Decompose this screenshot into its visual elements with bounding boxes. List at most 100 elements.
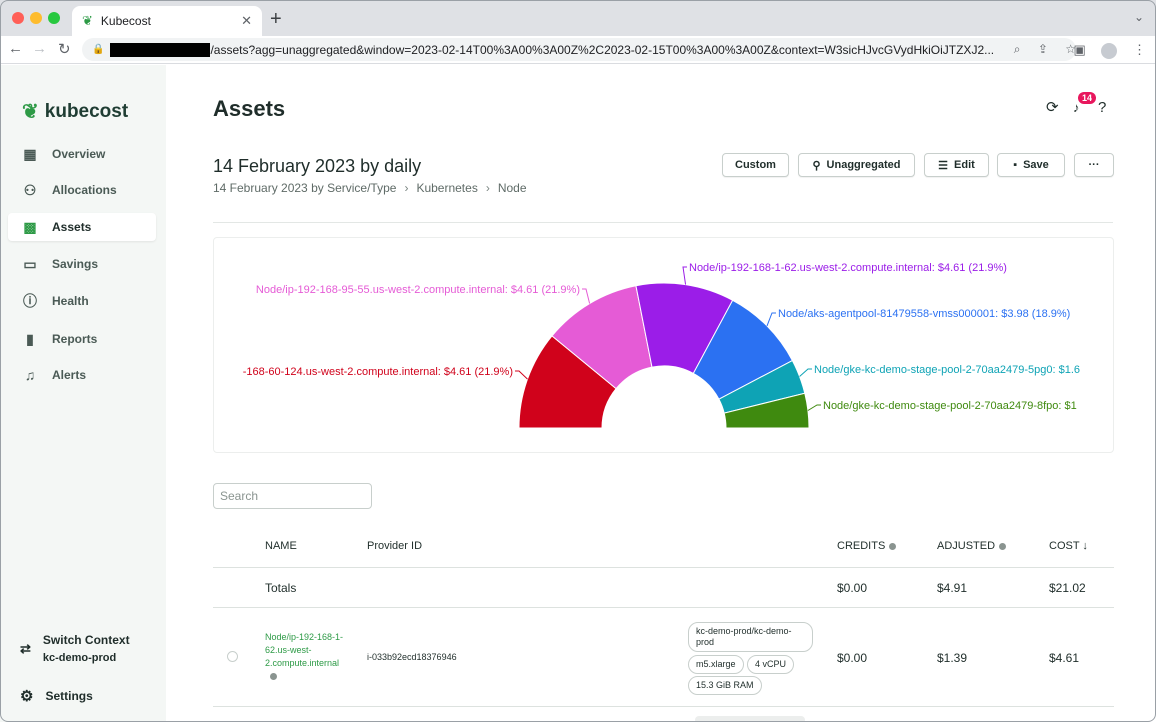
assets-chart-card: -168-60-124.us-west-2.compute.internal: …	[213, 237, 1114, 453]
floppy-disk-icon: ▪	[1013, 159, 1018, 171]
node-name-link[interactable]: Node/ip-192-168-1-62.us-west-2.compute.i…	[265, 632, 344, 668]
kebab-menu-icon[interactable]: ⋮	[1133, 42, 1146, 57]
column-header-cost[interactable]: COST ↓	[1049, 540, 1088, 552]
grid-icon: ▦	[23, 145, 37, 162]
breadcrumb-separator-icon: ›	[404, 181, 409, 195]
sidebar-item-label: Alerts	[52, 368, 87, 382]
bar-chart-icon: ▮	[26, 330, 34, 347]
sidepanel-icon[interactable]: ▣	[1073, 42, 1086, 57]
slice-label: Node/ip-192-168-1-62.us-west-2.compute.i…	[689, 262, 1007, 274]
close-tab-icon[interactable]: ✕	[241, 13, 252, 28]
breadcrumb-item[interactable]: Node	[497, 181, 527, 195]
browser-tab[interactable]: ❦ Kubecost ✕	[72, 6, 262, 36]
kubecost-logo[interactable]: ❦ kubecost	[22, 99, 128, 124]
sidebar-item-overview[interactable]: ▦ Overview	[8, 140, 156, 168]
donut-slice[interactable]	[723, 392, 810, 429]
header-actions: ⟳ ♪ 14 ?	[1046, 92, 1116, 118]
slice-label: Node/gke-kc-demo-stage-pool-2-70aa2479-8…	[823, 400, 1077, 412]
totals-credits: $0.00	[837, 581, 868, 595]
assets-icon: ▩	[23, 218, 37, 235]
column-header-credits[interactable]: CREDITS	[837, 540, 897, 552]
label-chip: 15.3 GiB RAM	[688, 676, 762, 695]
edit-button[interactable]: ☰ Edit	[924, 153, 989, 177]
logo-text: kubecost	[44, 100, 129, 122]
slice-leader-line	[515, 370, 528, 380]
adjusted-header-label: ADJUSTED	[937, 540, 996, 552]
page-title: Assets	[213, 96, 286, 121]
half-donut-chart: -168-60-124.us-west-2.compute.internal: …	[243, 262, 1080, 429]
help-icon[interactable]: ?	[1098, 99, 1107, 116]
edit-label: Edit	[954, 159, 975, 171]
sidebar-item-assets[interactable]: ▩ Assets	[8, 213, 156, 241]
label-chip: m5.xlarge	[688, 655, 744, 674]
forward-icon[interactable]: →	[32, 40, 47, 57]
settings-label: Settings	[45, 689, 93, 703]
slice-label: Node/aks-agentpool-81479558-vmss000001: …	[778, 308, 1070, 320]
next-row-chip	[695, 716, 805, 722]
aggregate-label: Unaggregated	[826, 159, 901, 171]
switch-context-button[interactable]: ⇄ Switch Context kc-demo-prod	[20, 633, 130, 664]
row-divider	[213, 706, 1114, 707]
sidebar-item-label: Savings	[52, 257, 99, 271]
sidebar-item-savings[interactable]: ▭ Savings	[8, 250, 156, 278]
totals-divider	[213, 607, 1114, 608]
sliders-icon: ☰	[938, 159, 949, 172]
column-header-name[interactable]: NAME	[265, 540, 297, 552]
sidebar-item-health[interactable]: ⓘ Health	[8, 287, 156, 315]
row-cost: $4.61	[1049, 651, 1080, 665]
tab-search-chevron-icon[interactable]: ⌄	[1133, 10, 1144, 24]
gear-icon: ⚙	[20, 688, 34, 705]
back-icon[interactable]: ←	[8, 40, 23, 57]
search-input[interactable]	[213, 483, 372, 509]
swap-arrows-icon: ⇄	[20, 641, 31, 656]
label-chip: 4 vCPU	[747, 655, 795, 674]
info-icon[interactable]	[889, 542, 897, 550]
info-icon[interactable]	[999, 542, 1007, 550]
new-tab-icon[interactable]: +	[270, 8, 282, 30]
sidebar-item-allocations[interactable]: ⚇ Allocations	[8, 176, 156, 204]
url-text: /assets?agg=unaggregated&window=2023-02-…	[210, 42, 995, 57]
alert-circle-icon: ⓘ	[23, 293, 37, 309]
breadcrumb-item[interactable]: Kubernetes	[416, 181, 478, 195]
custom-button[interactable]: Custom	[722, 153, 789, 177]
column-header-provider-id[interactable]: Provider ID	[367, 540, 423, 552]
zoom-window-button[interactable]	[48, 12, 60, 24]
row-expand-toggle[interactable]	[227, 651, 238, 662]
slice-label: -168-60-124.us-west-2.compute.internal: …	[243, 366, 513, 378]
slice-leader-line	[807, 404, 821, 411]
profile-avatar[interactable]	[1101, 42, 1118, 59]
notifications-bell-icon[interactable]: ♪	[1073, 100, 1080, 115]
share-icon[interactable]: ⇪	[1037, 42, 1048, 56]
bell-icon: ♫	[24, 367, 36, 383]
sidebar-item-label: Health	[52, 294, 89, 308]
breadcrumb-separator-icon: ›	[485, 181, 490, 195]
refresh-icon[interactable]: ⟳	[1046, 99, 1059, 116]
report-title: 14 February 2023 by daily	[213, 156, 422, 176]
column-header-adjusted[interactable]: ADJUSTED	[937, 540, 1007, 552]
totals-cost: $21.02	[1049, 581, 1086, 595]
sidebar-item-alerts[interactable]: ♫ Alerts	[8, 361, 156, 389]
kubecost-favicon-icon: ❦	[82, 13, 93, 28]
bookmark-star-icon[interactable]: ☆	[1065, 42, 1076, 56]
wallet-icon: ▭	[23, 255, 37, 272]
minimize-window-button[interactable]	[30, 12, 42, 24]
sidebar-item-label: Reports	[52, 332, 98, 346]
totals-label: Totals	[265, 581, 297, 595]
slice-label: Node/gke-kc-demo-stage-pool-2-70aa2479-5…	[814, 364, 1080, 376]
breadcrumb-item[interactable]: 14 February 2023 by Service/Type	[213, 181, 397, 195]
settings-button[interactable]: ⚙ Settings	[20, 687, 93, 705]
reload-icon[interactable]: ↻	[58, 41, 71, 58]
save-button[interactable]: ▪ Save	[997, 153, 1065, 177]
close-window-button[interactable]	[12, 12, 24, 24]
sidebar-item-reports[interactable]: ▮ Reports	[8, 325, 156, 353]
label-chip: kc-demo-prod/kc-demo-prod	[688, 622, 813, 652]
provider-id: i-033b92ecd18376946	[367, 652, 457, 662]
info-icon[interactable]	[270, 673, 277, 680]
url-input[interactable]: 🔒 /assets?agg=unaggregated&window=2023-0…	[82, 38, 1076, 61]
more-options-button[interactable]: ···	[1074, 153, 1114, 177]
zoom-icon[interactable]: ⌕	[1013, 42, 1021, 56]
breadcrumb: 14 February 2023 by Service/Type › Kuber…	[213, 181, 535, 195]
aggregate-by-button[interactable]: ⚲ Unaggregated	[798, 153, 915, 177]
sidebar-item-label: Overview	[52, 147, 106, 161]
slice-leader-line	[799, 368, 812, 377]
